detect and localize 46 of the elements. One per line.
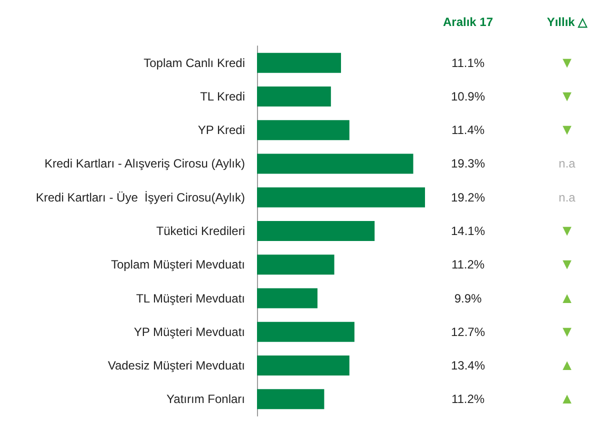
text: 19.2% bbox=[450, 190, 486, 204]
y-tick-label: YP Kredi bbox=[198, 123, 245, 138]
text: 14.1% bbox=[450, 224, 486, 238]
text: 11.4% bbox=[451, 123, 485, 138]
text: ▼ bbox=[560, 122, 574, 139]
bar bbox=[257, 389, 324, 410]
bar bbox=[257, 356, 350, 376]
bar bbox=[257, 120, 350, 140]
y-tick-label: Tüketici Kredileri bbox=[156, 224, 245, 238]
text: Aralık 17 bbox=[442, 15, 494, 29]
text: ▲ bbox=[560, 357, 574, 374]
text: 11.1% bbox=[451, 56, 485, 70]
bar bbox=[257, 221, 375, 241]
text: n.a bbox=[558, 190, 576, 204]
text: ▲ bbox=[560, 390, 574, 408]
y-tick-label: Kredi Kartları - Üye İşyeri Cirosu(Aylık) bbox=[36, 190, 246, 204]
bar bbox=[257, 288, 318, 308]
text: 10.9% bbox=[450, 89, 486, 104]
text: 9.9% bbox=[454, 291, 482, 306]
bar bbox=[257, 52, 341, 73]
text: 12.7% bbox=[450, 324, 486, 339]
y-tick-label: Toplam Müşteri Mevduatı bbox=[110, 258, 245, 272]
bar bbox=[257, 86, 331, 106]
y-tick-label: Yatırım Fonları bbox=[166, 392, 245, 406]
y-tick-label: TL Müşteri Mevduatı bbox=[136, 291, 245, 306]
y-tick-label: TL Kredi bbox=[200, 89, 245, 104]
text: 19.3% bbox=[450, 156, 486, 171]
bar bbox=[257, 322, 354, 342]
text: ▼ bbox=[560, 88, 574, 105]
y-tick-label: Vadesiz Müşteri Mevduatı bbox=[108, 358, 245, 373]
text: n.a bbox=[558, 156, 576, 171]
bar bbox=[257, 154, 414, 174]
text: ▼ bbox=[560, 323, 574, 340]
text: ▼ bbox=[560, 54, 574, 72]
y-tick-label: Toplam Canlı Kredi bbox=[144, 56, 245, 70]
text: 11.2% bbox=[451, 258, 485, 272]
text: ▼ bbox=[560, 222, 574, 240]
text: Yıllık △ bbox=[546, 15, 588, 29]
bar bbox=[257, 187, 425, 208]
text: ▼ bbox=[560, 256, 574, 274]
text: 13.4% bbox=[450, 358, 486, 373]
bar bbox=[257, 254, 334, 275]
text: ▲ bbox=[560, 290, 574, 307]
text: 11.2% bbox=[451, 392, 485, 406]
y-tick-label: YP Müşteri Mevduatı bbox=[134, 324, 245, 339]
y-tick-label: Kredi Kartları - Alışveriş Cirosu (Aylık) bbox=[44, 156, 245, 171]
